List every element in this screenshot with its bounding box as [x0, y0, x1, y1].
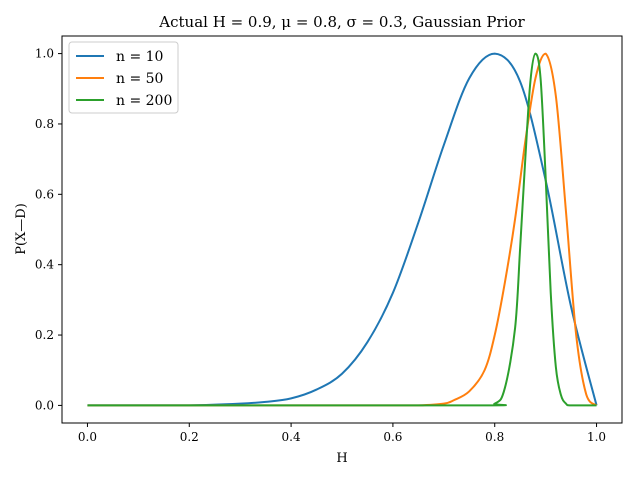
y-tick-label: 0.8	[35, 117, 54, 131]
x-axis: 0.0 0.2 0.4 0.6 0.8 1.0	[78, 423, 606, 444]
legend: n = 10 n = 50 n = 200	[68, 41, 179, 114]
legend-label: n = 50	[116, 71, 163, 87]
legend-box	[68, 41, 179, 114]
x-tick-label: 0.2	[180, 430, 199, 444]
x-tick-label: 0.4	[282, 430, 301, 444]
y-tick-label: 1.0	[35, 47, 54, 61]
x-tick-label: 1.0	[587, 430, 606, 444]
x-tick-label: 0.6	[383, 430, 402, 444]
series-line-3	[87, 52, 597, 407]
x-axis-label: H	[336, 451, 347, 466]
y-tick-label: 0.2	[35, 328, 54, 342]
x-tick-label: 0.0	[78, 430, 97, 444]
plot-frame	[61, 35, 623, 424]
chart-title: Actual H = 0.9, μ = 0.8, σ = 0.3, Gaussi…	[158, 13, 525, 31]
legend-label: n = 200	[116, 93, 172, 109]
y-axis: 0.0 0.2 0.4 0.6 0.8 1.0	[35, 47, 62, 412]
x-tick-label: 0.8	[485, 430, 504, 444]
legend-label: n = 10	[116, 49, 163, 65]
series-line-1	[87, 52, 598, 407]
y-axis-label: P(X—D)	[14, 203, 29, 255]
series-layer	[87, 52, 598, 407]
y-tick-label: 0.4	[35, 258, 54, 272]
y-tick-label: 0.0	[35, 398, 54, 412]
y-tick-label: 0.6	[35, 187, 54, 201]
